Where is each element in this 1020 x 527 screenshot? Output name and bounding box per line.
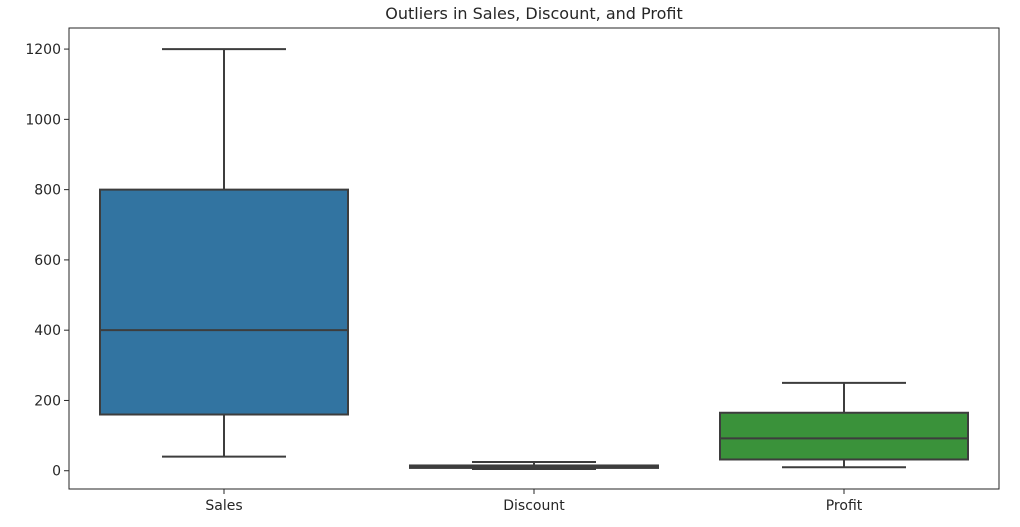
y-tick-label: 1000: [25, 112, 61, 128]
box-profit: [719, 411, 969, 461]
plot-area: 0 200 400 600 800 1000 1200 Sales Discount Profit: [25, 42, 969, 514]
plot-frame: [68, 27, 1000, 490]
y-tick-label: 400: [34, 323, 61, 339]
y-tick-label: 200: [34, 393, 61, 409]
chart-title: Outliers in Sales, Discount, and Profit: [385, 4, 683, 23]
y-tick-label: 0: [52, 464, 61, 480]
x-tick-label: Discount: [503, 498, 565, 514]
y-tick-label: 600: [34, 253, 61, 269]
y-tick-label: 800: [34, 183, 61, 199]
x-tick-label: Sales: [205, 498, 242, 514]
x-tick-label: Profit: [826, 498, 863, 514]
y-tick-label: 1200: [25, 42, 61, 58]
box-sales: [99, 188, 349, 416]
